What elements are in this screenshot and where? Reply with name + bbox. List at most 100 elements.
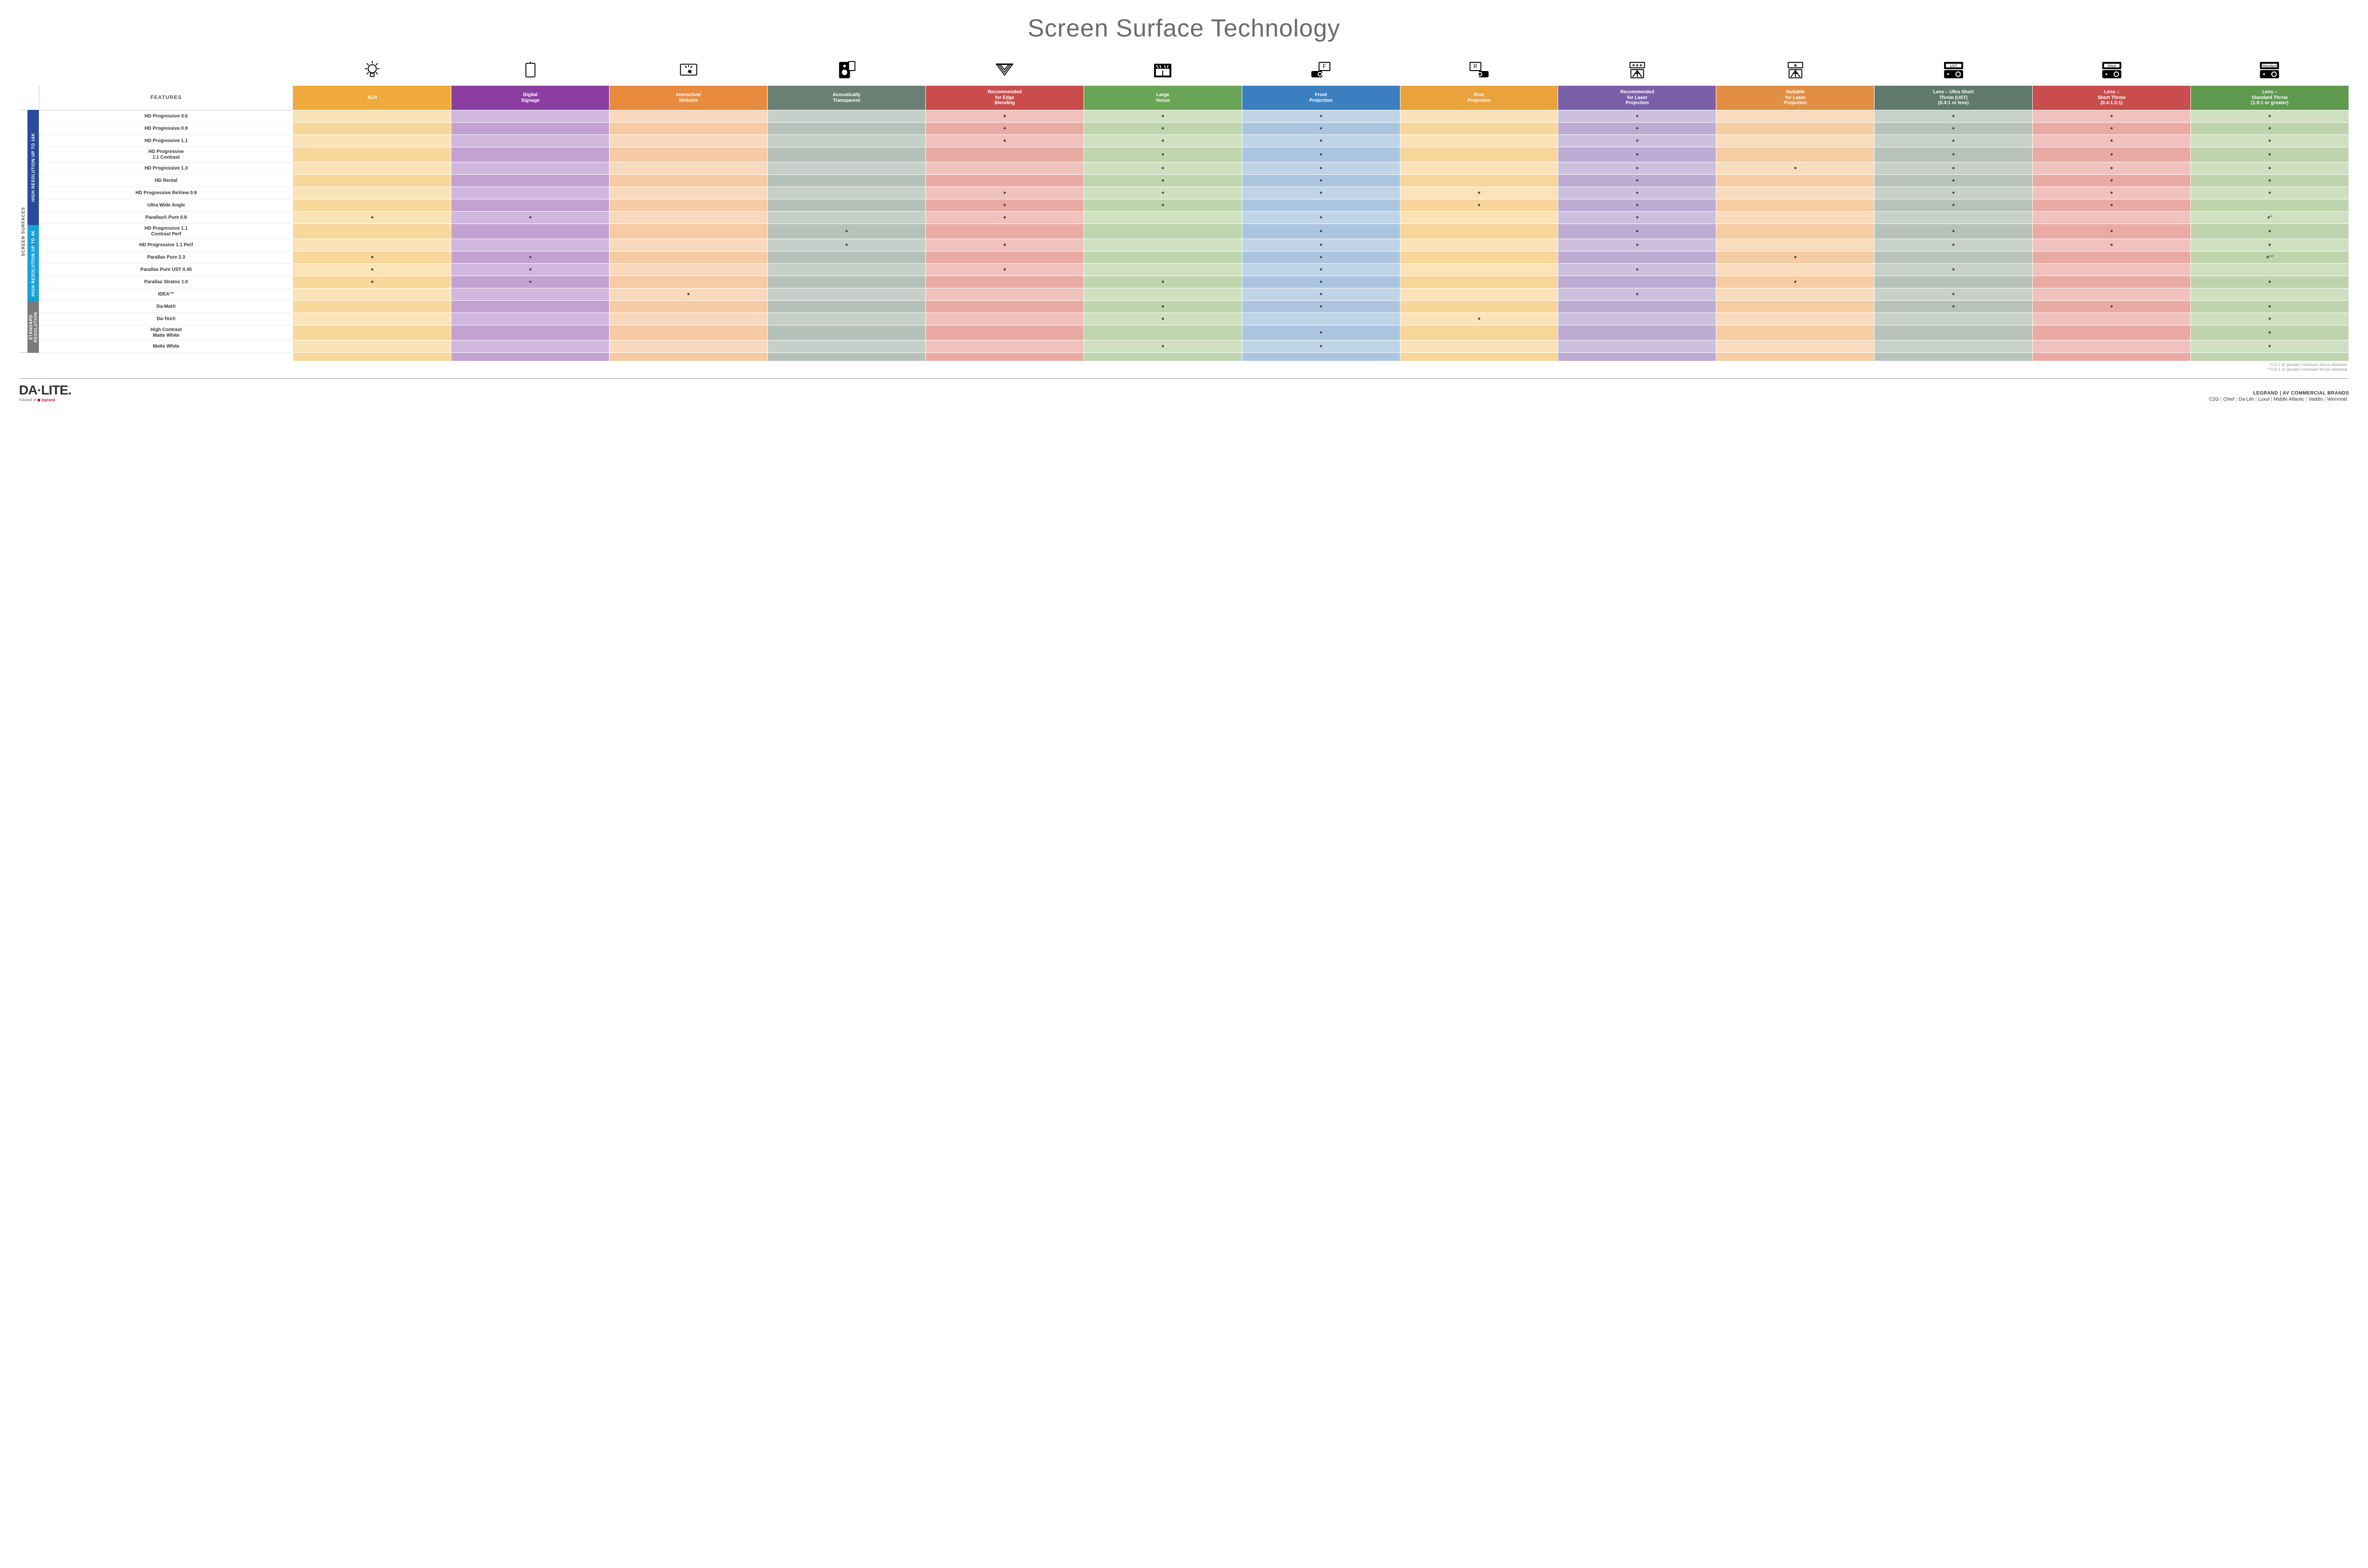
cell-interactive bbox=[610, 123, 768, 135]
cell-alr bbox=[293, 301, 451, 313]
cell-acoustic bbox=[768, 313, 926, 325]
table-row: Parallax® Pure 0.8●* bbox=[39, 212, 2349, 224]
cell-suitlaser bbox=[1716, 239, 1875, 251]
svg-text:R: R bbox=[1473, 64, 1477, 70]
column-header-std: Lens –Standard Throw(1.0:1 or greater) bbox=[2190, 86, 2349, 110]
cell-std bbox=[2190, 288, 2349, 301]
cell-signage bbox=[451, 239, 610, 251]
cell-edge bbox=[925, 264, 1084, 276]
cell-reclaser bbox=[1558, 110, 1716, 123]
table-row: HD Progressive 0.6 bbox=[39, 110, 2349, 123]
cell-ust bbox=[1875, 123, 2033, 135]
cell-suitlaser bbox=[1716, 325, 1875, 340]
side-label-surfaces: SCREEN SURFACES bbox=[19, 110, 27, 353]
cell-std bbox=[2190, 199, 2349, 212]
cell-edge bbox=[925, 301, 1084, 313]
brand-item: Luxul bbox=[2256, 397, 2272, 402]
cell-rear bbox=[1400, 135, 1558, 147]
cell-edge bbox=[925, 147, 1084, 162]
cell-edge bbox=[925, 175, 1084, 187]
row-label: Parallax Pure 2.3 bbox=[39, 251, 293, 264]
cell-suitlaser bbox=[1716, 135, 1875, 147]
cell-short bbox=[2033, 123, 2191, 135]
cell-ust bbox=[1875, 162, 2033, 175]
cell-front bbox=[1242, 224, 1400, 239]
cell-suitlaser bbox=[1716, 340, 1875, 353]
brand-item: Middle Atlantic bbox=[2272, 397, 2306, 402]
cell-suitlaser bbox=[1716, 147, 1875, 162]
cell-acoustic bbox=[768, 251, 926, 264]
cell-std bbox=[2190, 123, 2349, 135]
cell-acoustic bbox=[768, 135, 926, 147]
cell-reclaser bbox=[1558, 276, 1716, 288]
cell-reclaser bbox=[1558, 288, 1716, 301]
cell-alr bbox=[293, 110, 451, 123]
brand-item: C2G bbox=[2207, 397, 2222, 402]
cell-suitlaser bbox=[1716, 110, 1875, 123]
cell-venue bbox=[1084, 276, 1242, 288]
cell-front bbox=[1242, 110, 1400, 123]
footer-heading: LEGRAND | AV COMMERCIAL BRANDS bbox=[2207, 391, 2349, 396]
cell-std bbox=[2190, 301, 2349, 313]
cell-rear bbox=[1400, 187, 1558, 199]
brand-logo: DA·LITE. A brand of ◼ legrand bbox=[19, 383, 71, 402]
cell-short bbox=[2033, 199, 2191, 212]
table-row: HD Rental bbox=[39, 175, 2349, 187]
cell-alr bbox=[293, 135, 451, 147]
table-row: Parallax Pure 2.3 ●** bbox=[39, 251, 2349, 264]
cell-front bbox=[1242, 251, 1400, 264]
cell-interactive bbox=[610, 147, 768, 162]
brand-item: Da-Lite bbox=[2237, 397, 2256, 402]
cell-alr bbox=[293, 276, 451, 288]
cell-alr bbox=[293, 187, 451, 199]
touch-icon bbox=[610, 57, 768, 86]
cell-rear bbox=[1400, 212, 1558, 224]
cell-suitlaser bbox=[1716, 162, 1875, 175]
cell-venue bbox=[1084, 212, 1242, 224]
cell-short bbox=[2033, 340, 2191, 353]
cell-venue bbox=[1084, 325, 1242, 340]
cell-front bbox=[1242, 288, 1400, 301]
cell-acoustic bbox=[768, 301, 926, 313]
laser_suit-icon: ★ bbox=[1716, 57, 1875, 86]
logo-subtext: A brand of ◼ legrand bbox=[19, 398, 71, 402]
cell-short bbox=[2033, 147, 2191, 162]
cell-interactive bbox=[610, 288, 768, 301]
column-header-signage: DigitalSignage bbox=[451, 86, 610, 110]
blend-icon bbox=[925, 57, 1084, 86]
cell-edge bbox=[925, 135, 1084, 147]
cell-reclaser bbox=[1558, 199, 1716, 212]
table-row: Da-Tex® bbox=[39, 313, 2349, 325]
cell-venue bbox=[1084, 239, 1242, 251]
cell-interactive bbox=[610, 239, 768, 251]
cell-ust bbox=[1875, 135, 2033, 147]
front-icon: F bbox=[1242, 57, 1400, 86]
svg-text:★: ★ bbox=[1793, 63, 1798, 68]
logo-text: DA·LITE. bbox=[19, 383, 71, 398]
cell-alr bbox=[293, 340, 451, 353]
cell-short bbox=[2033, 162, 2191, 175]
cell-alr bbox=[293, 162, 451, 175]
cell-front bbox=[1242, 276, 1400, 288]
cell-reclaser bbox=[1558, 313, 1716, 325]
cell-rear bbox=[1400, 313, 1558, 325]
footer-brands: LEGRAND | AV COMMERCIAL BRANDS C2GChiefD… bbox=[2207, 391, 2349, 402]
cell-suitlaser bbox=[1716, 301, 1875, 313]
cell-short bbox=[2033, 175, 2191, 187]
row-label: Da-Tex® bbox=[39, 313, 293, 325]
cell-suitlaser bbox=[1716, 224, 1875, 239]
svg-text:UST: UST bbox=[1950, 63, 1957, 68]
cell-acoustic bbox=[768, 147, 926, 162]
rear-icon: R bbox=[1400, 57, 1558, 86]
cell-edge bbox=[925, 276, 1084, 288]
brand-list: C2GChiefDa-LiteLuxulMiddle AtlanticVaddi… bbox=[2207, 397, 2349, 402]
cell-std: ●** bbox=[2190, 251, 2349, 264]
table-row: IDEA™ bbox=[39, 288, 2349, 301]
cell-std bbox=[2190, 110, 2349, 123]
cell-short bbox=[2033, 325, 2191, 340]
cell-edge bbox=[925, 199, 1084, 212]
cell-front bbox=[1242, 162, 1400, 175]
cell-edge bbox=[925, 212, 1084, 224]
cell-venue bbox=[1084, 187, 1242, 199]
table-row: HD Progressive 1.1 bbox=[39, 135, 2349, 147]
